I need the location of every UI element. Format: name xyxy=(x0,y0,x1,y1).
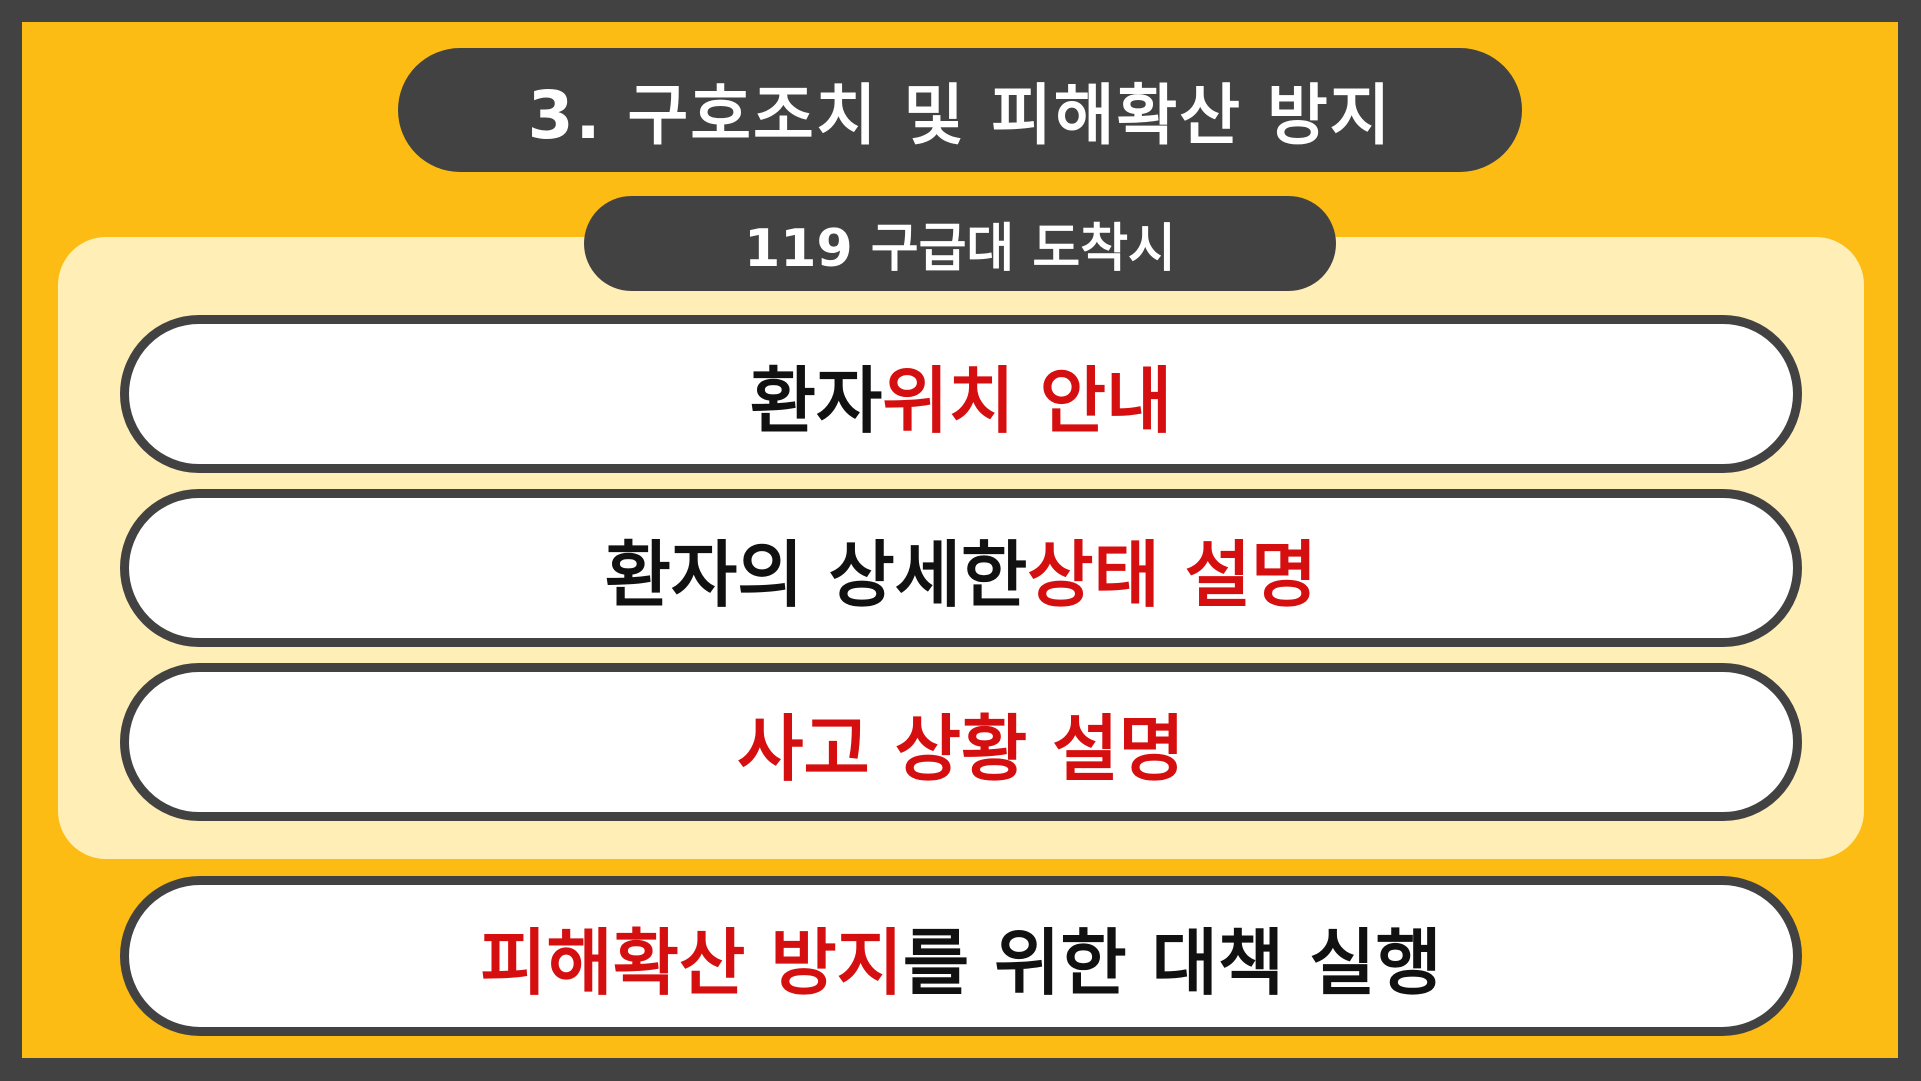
step-item-accident-situation: 사고 상황 설명 xyxy=(120,663,1802,821)
step-item-text: 환자의 상세한 xyxy=(604,532,1028,617)
section-subtitle-text: 119 구급대 도착시 xyxy=(744,219,1176,279)
page-title-text: 3. 구호조치 및 피해확산 방지 xyxy=(527,77,1393,154)
page-title: 3. 구호조치 및 피해확산 방지 xyxy=(398,48,1522,172)
step-item-text: 환자 xyxy=(749,358,883,443)
footer-item-text: 를 위한 대책 실행 xyxy=(902,920,1442,1005)
section-subtitle: 119 구급대 도착시 xyxy=(584,196,1336,291)
step-item-patient-condition: 환자의 상세한 상태 설명 xyxy=(120,489,1802,647)
footer-item-damage-prevention: 피해확산 방지 를 위한 대책 실행 xyxy=(120,876,1802,1036)
step-item-highlight: 위치 안내 xyxy=(882,358,1173,443)
footer-item-highlight: 피해확산 방지 xyxy=(480,920,903,1005)
step-item-highlight: 사고 상황 설명 xyxy=(737,706,1185,791)
step-item-highlight: 상태 설명 xyxy=(1027,532,1318,617)
step-item-patient-location: 환자 위치 안내 xyxy=(120,315,1802,473)
